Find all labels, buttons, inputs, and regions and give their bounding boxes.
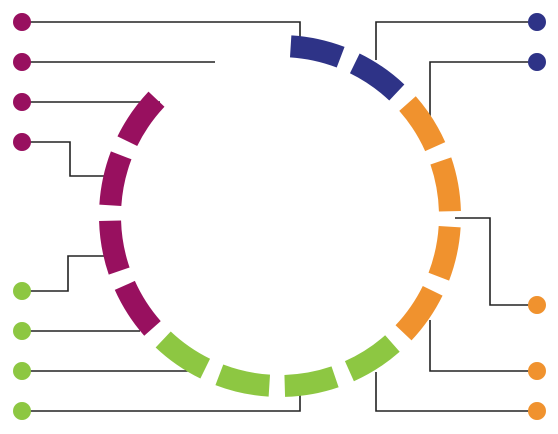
callout-dot-left (13, 133, 31, 151)
callout-dot-left (13, 93, 31, 111)
connector-line (22, 255, 110, 292)
callout-dot-right (528, 13, 546, 31)
ring-segment (399, 96, 446, 152)
connector-line (22, 141, 110, 177)
connector-line (455, 217, 537, 306)
ring-segment (395, 285, 443, 341)
ring-segment (430, 157, 461, 212)
callout-dot-left (13, 322, 31, 340)
ring-segment (215, 364, 271, 397)
ring-segment (289, 35, 345, 68)
connector-line (375, 372, 537, 412)
callout-dot-left (13, 282, 31, 300)
callout-dot-left (13, 53, 31, 71)
connector-line (375, 21, 537, 60)
ring-segment (155, 331, 211, 379)
callout-dot-left (13, 402, 31, 420)
callout-dot-right (528, 362, 546, 380)
ring-segment (99, 220, 130, 275)
ring-segment (428, 225, 461, 281)
connector-line (429, 320, 537, 372)
connector-lines (22, 21, 537, 412)
ring-segment (349, 53, 405, 101)
callout-dot-left (13, 13, 31, 31)
ring-segment (344, 335, 400, 382)
connector-line (429, 61, 537, 118)
callout-dot-right (528, 296, 546, 314)
ring-segment (114, 280, 161, 336)
ring-segment (117, 91, 165, 147)
callout-dot-right (528, 402, 546, 420)
connector-line (22, 392, 301, 412)
callout-dot-right (528, 53, 546, 71)
ring-segment (284, 366, 339, 397)
ring-segment (99, 151, 132, 207)
callout-markers (13, 13, 546, 420)
connector-line (22, 21, 301, 40)
segment-ring (99, 35, 461, 397)
callout-dot-left (13, 362, 31, 380)
